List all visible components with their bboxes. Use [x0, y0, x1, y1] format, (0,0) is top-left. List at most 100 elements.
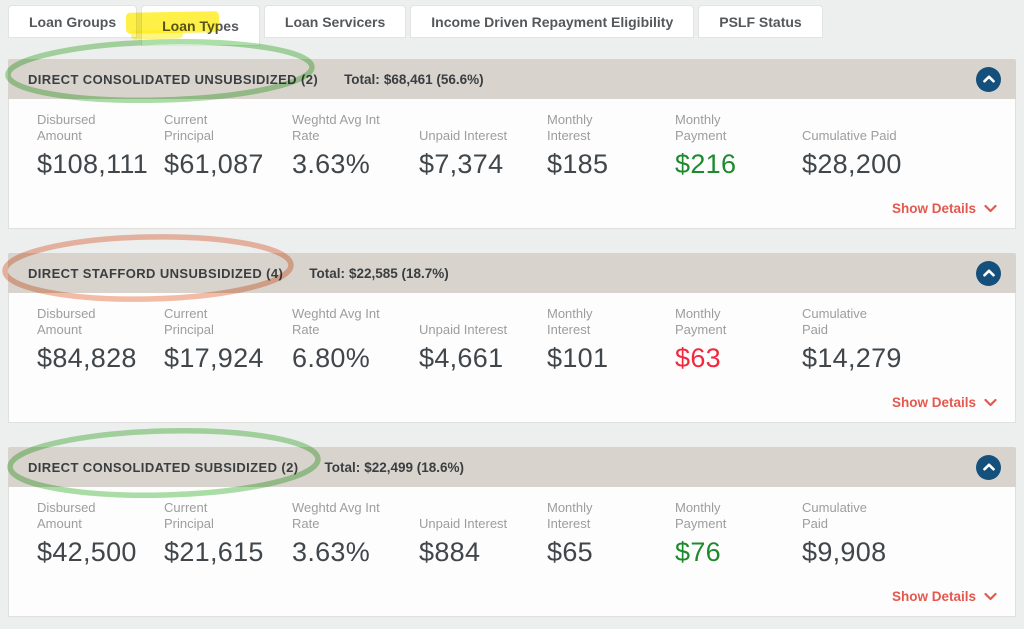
- panel-header: DIRECT CONSOLIDATED SUBSIDIZED (2) Total…: [8, 447, 1016, 487]
- panel-body: Disbursed Amount $84,828 Current Princip…: [8, 293, 1016, 423]
- stat-label: Current Principal: [164, 500, 214, 532]
- stat-label: Monthly Payment: [675, 306, 727, 338]
- chevron-down-icon: [984, 592, 997, 601]
- collapse-button[interactable]: [976, 260, 1001, 286]
- loan-panel-direct-consolidated-unsubsidized: DIRECT CONSOLIDATED UNSUBSIDIZED (2) Tot…: [8, 59, 1016, 229]
- stat-label: Cumulative Paid: [802, 500, 868, 532]
- panel-total: Total: $68,461 (56.6%): [344, 72, 484, 87]
- panel-total-value: $22,499 (18.6%): [364, 459, 465, 475]
- stat-weighted-avg-int-rate: Weghtd Avg Int Rate 3.63%: [292, 111, 419, 180]
- loan-panel-direct-consolidated-subsidized: DIRECT CONSOLIDATED SUBSIDIZED (2) Total…: [8, 447, 1016, 617]
- stat-value: $42,500: [37, 537, 137, 567]
- panel-title: DIRECT CONSOLIDATED SUBSIDIZED (2): [28, 459, 299, 475]
- tab-pslf-status[interactable]: PSLF Status: [698, 5, 823, 38]
- stat-value: $9,908: [802, 537, 887, 567]
- stat-label: Unpaid Interest: [419, 128, 508, 144]
- panel-total-label: Total:: [309, 265, 345, 281]
- panel-total-label: Total:: [344, 71, 380, 87]
- tab-income-driven-repayment-eligibility[interactable]: Income Driven Repayment Eligibility: [410, 5, 695, 38]
- stat-monthly-interest: Monthly Interest $65: [547, 499, 675, 568]
- stat-value: $21,615: [164, 537, 264, 567]
- stat-disbursed-amount: Disbursed Amount $84,828: [37, 305, 164, 374]
- stat-value: 3.63%: [292, 537, 371, 567]
- stat-value: $185: [547, 149, 609, 179]
- panel-total: Total: $22,499 (18.6%): [324, 460, 464, 475]
- chevron-up-icon: [982, 463, 995, 471]
- stat-value: $4,661: [419, 343, 504, 373]
- show-details-label: Show Details: [891, 589, 976, 604]
- stat-label: Weghtd Avg Int Rate: [292, 112, 380, 144]
- stat-monthly-interest: Monthly Interest $101: [547, 305, 675, 374]
- stat-label: Monthly Payment: [675, 500, 727, 532]
- chevron-down-icon: [984, 398, 997, 407]
- stat-value: $63: [675, 343, 721, 373]
- loan-panel-direct-stafford-unsubsidized: DIRECT STAFFORD UNSUBSIDIZED (4) Total: $…: [8, 253, 1016, 423]
- panel-header: DIRECT CONSOLIDATED UNSUBSIDIZED (2) Tot…: [8, 59, 1016, 99]
- stat-weighted-avg-int-rate: Weghtd Avg Int Rate 6.80%: [292, 305, 419, 374]
- stat-unpaid-interest: Unpaid Interest $7,374: [419, 111, 547, 180]
- stat-label: Current Principal: [164, 306, 214, 338]
- stat-value: 3.63%: [292, 149, 371, 179]
- stat-value: $7,374: [419, 149, 504, 179]
- stat-label: Monthly Interest: [547, 500, 593, 532]
- tab-loan-types[interactable]: Loan Types: [141, 5, 260, 46]
- panel-total-label: Total:: [324, 459, 361, 475]
- panel-total: Total: $22,585 (18.7%): [309, 266, 449, 281]
- stat-label: Cumulative Paid: [802, 128, 897, 144]
- stats-row: Disbursed Amount $84,828 Current Princip…: [9, 293, 1015, 374]
- panel-title: DIRECT STAFFORD UNSUBSIDIZED (4): [28, 265, 284, 281]
- stat-monthly-payment: Monthly Payment $216: [675, 111, 802, 180]
- stat-monthly-payment: Monthly Payment $63: [675, 305, 802, 374]
- stats-row: Disbursed Amount $42,500 Current Princip…: [9, 487, 1015, 568]
- stat-value: $108,111: [37, 149, 149, 179]
- stat-cumulative-paid: Cumulative Paid $14,279: [802, 305, 1015, 374]
- stat-value: 6.80%: [292, 343, 371, 373]
- chevron-up-icon: [982, 269, 995, 277]
- stat-label: Weghtd Avg Int Rate: [292, 306, 380, 338]
- stat-unpaid-interest: Unpaid Interest $884: [419, 499, 547, 568]
- stat-value: $17,924: [164, 343, 264, 373]
- panel-total-value: $22,585 (18.7%): [348, 265, 449, 281]
- panel-header: DIRECT STAFFORD UNSUBSIDIZED (4) Total: $…: [8, 253, 1016, 293]
- show-details-link[interactable]: Show Details: [892, 201, 997, 216]
- tab-bar: Loan Groups Loan Types Loan Servicers In…: [0, 0, 1024, 46]
- stat-label: Unpaid Interest: [419, 516, 508, 532]
- show-details-link[interactable]: Show Details: [892, 395, 997, 410]
- stat-weighted-avg-int-rate: Weghtd Avg Int Rate 3.63%: [292, 499, 419, 568]
- stat-label: Disbursed Amount: [37, 500, 96, 532]
- stat-unpaid-interest: Unpaid Interest $4,661: [419, 305, 547, 374]
- stat-label: Monthly Interest: [547, 306, 593, 338]
- stat-monthly-interest: Monthly Interest $185: [547, 111, 675, 180]
- stat-label: Unpaid Interest: [419, 322, 508, 338]
- stat-disbursed-amount: Disbursed Amount $108,111: [37, 111, 164, 180]
- stat-label: Cumulative Paid: [802, 306, 868, 338]
- stat-label: Monthly Payment: [675, 112, 727, 144]
- panel-body: Disbursed Amount $42,500 Current Princip…: [8, 487, 1016, 617]
- show-details-link[interactable]: Show Details: [892, 589, 997, 604]
- show-details-label: Show Details: [891, 201, 976, 216]
- stat-current-principal: Current Principal $21,615: [164, 499, 292, 568]
- chevron-up-icon: [982, 75, 995, 83]
- stat-disbursed-amount: Disbursed Amount $42,500: [37, 499, 164, 568]
- chevron-down-icon: [984, 204, 997, 213]
- collapse-button[interactable]: [976, 454, 1001, 480]
- stat-label: Weghtd Avg Int Rate: [292, 500, 380, 532]
- stat-cumulative-paid: Cumulative Paid $28,200: [802, 111, 1015, 180]
- stat-value: $61,087: [164, 149, 264, 179]
- stat-label: Monthly Interest: [547, 112, 593, 144]
- stat-label: Disbursed Amount: [37, 112, 96, 144]
- stat-value: $216: [675, 149, 737, 179]
- stat-cumulative-paid: Cumulative Paid $9,908: [802, 499, 1015, 568]
- stat-value: $101: [547, 343, 609, 373]
- collapse-button[interactable]: [976, 66, 1001, 92]
- stat-value: $65: [547, 537, 593, 567]
- tab-loan-groups[interactable]: Loan Groups: [8, 5, 138, 38]
- stat-monthly-payment: Monthly Payment $76: [675, 499, 802, 568]
- panel-title: DIRECT CONSOLIDATED UNSUBSIDIZED (2): [28, 71, 319, 87]
- tab-loan-servicers[interactable]: Loan Servicers: [263, 5, 407, 38]
- stat-current-principal: Current Principal $61,087: [164, 111, 292, 180]
- stat-current-principal: Current Principal $17,924: [164, 305, 292, 374]
- stats-row: Disbursed Amount $108,111 Current Princi…: [9, 99, 1015, 180]
- stat-value: $76: [675, 537, 721, 567]
- stat-label: Current Principal: [164, 112, 214, 144]
